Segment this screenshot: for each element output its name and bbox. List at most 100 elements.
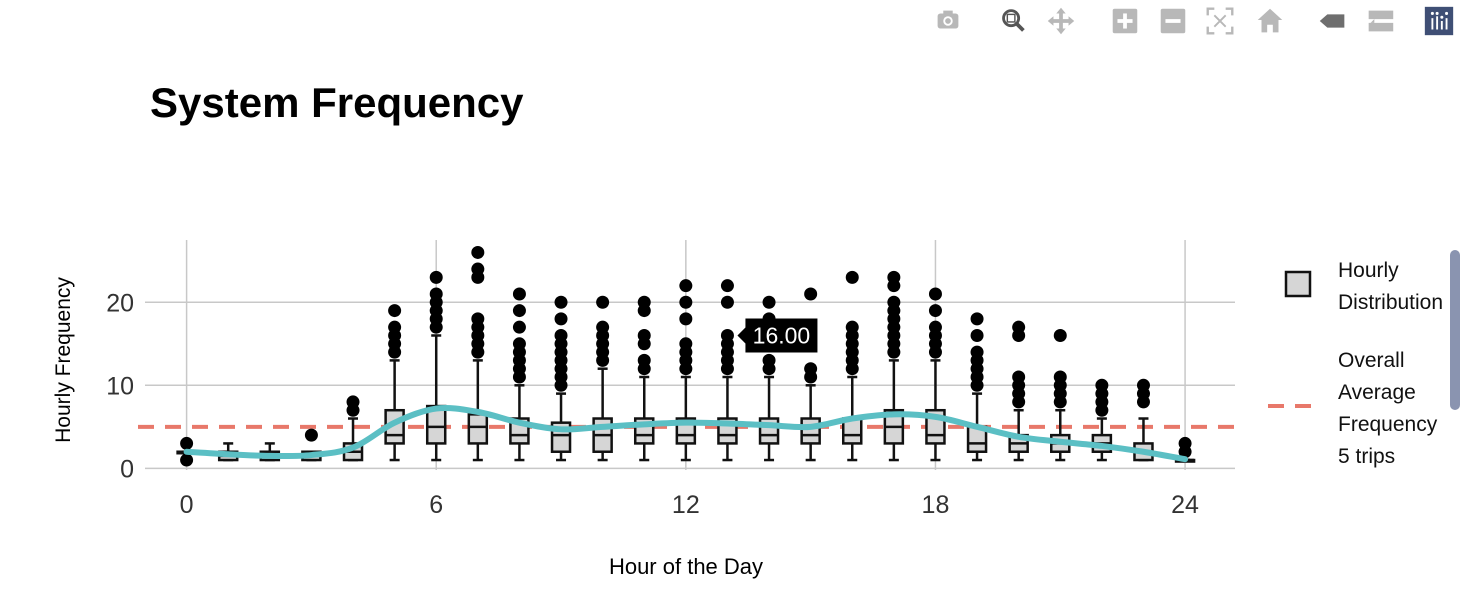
box-hour-11[interactable] [633,295,655,462]
box-iqr [800,417,821,445]
box-hour-10[interactable] [592,295,613,462]
box-hour-5[interactable] [384,304,405,462]
home-icon[interactable] [1252,4,1288,38]
outlier-point [887,295,901,309]
x-ticks: 0 6 12 18 24 [180,491,1199,519]
spike-lines-icon[interactable] [1315,4,1351,38]
chart-title: System Frequency [150,79,524,126]
outlier-point [471,245,485,259]
hover-tooltip: 16.00 [737,318,818,353]
legend-item-hourly-distribution[interactable]: Hourly Distribution [1284,259,1443,314]
y-ticks: 0 10 20 [106,289,134,483]
zoom-out-icon[interactable] [1155,4,1191,38]
outlier-point [512,337,526,351]
outlier-point [928,304,942,318]
plotly-logo-icon[interactable] [1421,4,1457,38]
smooth-average-line [183,404,1189,463]
outlier-point [180,453,194,467]
outlier-point [1178,436,1192,450]
outlier-point [512,320,526,334]
outlier-point [637,353,651,367]
outlier-point [1012,320,1026,334]
outlier-point [554,328,568,342]
box-hour-19[interactable] [966,312,988,462]
x-tick-label: 18 [922,491,950,519]
outlier-point [637,295,651,309]
box-hour-18[interactable] [925,287,946,462]
outlier-point [679,295,693,309]
outlier-point [845,320,859,334]
box-hour-8[interactable] [509,287,530,462]
outlier-point [679,279,693,293]
smooth-line-group [183,404,1189,463]
x-tick-label: 6 [429,491,443,519]
outlier-point [346,395,360,409]
outlier-point [388,320,402,334]
box-hour-7[interactable] [467,245,489,462]
legend-label: Average [1338,381,1416,404]
autoscale-icon[interactable] [1202,4,1238,38]
box-hour-16[interactable] [842,270,863,462]
x-tick-label: 0 [180,491,194,519]
outlier-point [471,312,485,326]
y-tick-label: 10 [106,372,134,400]
outlier-point [970,312,984,326]
outlier-point [596,295,610,309]
box-hour-17[interactable] [883,270,905,462]
legend-label: Distribution [1338,291,1443,314]
legend-box-swatch [1284,270,1312,298]
outlier-point [180,436,194,450]
outlier-point [1136,378,1150,392]
zoom-icon[interactable] [995,4,1031,38]
outlier-point [1053,328,1067,342]
box-hour-6[interactable] [425,270,447,462]
outlier-point [762,295,776,309]
outlier-point [804,287,818,301]
outlier-point [845,270,859,284]
legend[interactable]: Hourly Distribution Overall Average Frequenc… [1268,259,1443,468]
tooltip-background [737,318,818,353]
x-tick-label: 24 [1171,491,1199,519]
legend-scrollbar[interactable] [1450,250,1460,410]
outlier-point [637,328,651,342]
zoom-in-icon[interactable] [1107,4,1143,38]
legend-label: 5 trips [1338,445,1395,468]
outlier-point [429,287,443,301]
outlier-point [512,287,526,301]
y-axis-title: Hourly Frequency [52,277,75,443]
camera-icon[interactable] [930,4,966,38]
box-hour-4[interactable] [342,395,364,462]
legend-label: Hourly [1338,259,1399,282]
box-hour-9[interactable] [550,295,572,462]
box-hour-14[interactable] [758,295,780,462]
outlier-point [970,345,984,359]
pan-icon[interactable] [1043,4,1079,38]
outlier-point [887,270,901,284]
box-hour-12[interactable] [675,279,697,462]
tooltip-value: 16.00 [753,322,811,348]
outlier-point [304,428,318,442]
box-hour-15[interactable] [800,287,821,462]
outlier-point [1053,370,1067,384]
outlier-point [471,262,485,276]
legend-label: Frequency [1338,413,1438,436]
outlier-point [679,312,693,326]
box-hour-20[interactable] [1008,320,1029,462]
legend-label: Overall [1338,349,1405,372]
outlier-point [928,287,942,301]
y-tick-label: 20 [106,289,134,317]
box-hour-21[interactable] [1050,328,1071,462]
outlier-point [928,320,942,334]
x-axis-title: Hour of the Day [609,554,763,579]
x-tick-label: 12 [672,491,700,519]
outlier-point [1012,370,1026,384]
outlier-point [429,270,443,284]
outlier-point [388,304,402,318]
compare-hover-icon[interactable] [1362,4,1398,38]
legend-item-overall-average[interactable]: Overall Average Frequency 5 trips [1268,349,1438,468]
box-hour-13[interactable] [717,279,738,462]
outlier-point [554,312,568,326]
modebar [925,0,1462,44]
outlier-point [970,328,984,342]
